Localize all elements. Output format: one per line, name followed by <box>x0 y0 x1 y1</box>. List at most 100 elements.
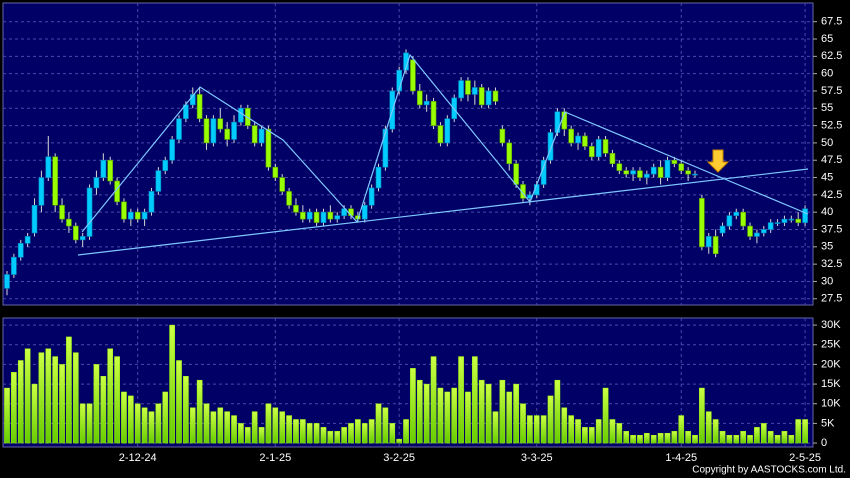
candle-down <box>224 128 230 140</box>
volume-bar <box>203 403 210 444</box>
volume-bar <box>595 419 602 444</box>
x-tick-label: 3-2-25 <box>383 452 415 464</box>
volume-bar <box>210 411 217 444</box>
candle-up <box>341 208 347 216</box>
candle-up <box>458 80 464 99</box>
y-tick-label: 30K <box>821 319 841 331</box>
volume-bar <box>451 387 458 444</box>
candle-down <box>251 125 258 144</box>
candle-down <box>327 211 334 220</box>
volume-bar <box>224 411 230 444</box>
candle-up <box>306 211 313 220</box>
candle-up <box>155 170 162 192</box>
candle-down <box>685 170 691 175</box>
candle-down <box>196 94 203 119</box>
y-tick-label: 35 <box>821 241 833 253</box>
candle-down <box>59 204 65 220</box>
y-tick-label: 60 <box>821 68 833 80</box>
y-tick-label: 55 <box>821 102 833 114</box>
candle-down <box>678 163 685 171</box>
zigzag-line <box>81 53 809 233</box>
candle-down <box>609 153 616 164</box>
volume-bar <box>52 356 58 444</box>
y-tick-label: 10K <box>821 398 841 410</box>
candle-up <box>210 118 217 144</box>
candle-up <box>705 236 712 248</box>
volume-bar <box>196 379 203 444</box>
candle-up <box>788 218 795 221</box>
candle-up <box>334 215 341 220</box>
volume-bar <box>244 427 251 444</box>
volume-bar <box>767 431 774 444</box>
volume-bar <box>561 407 568 444</box>
volume-bar <box>162 391 169 444</box>
volume-bar <box>66 336 72 444</box>
candle-up <box>485 90 492 106</box>
volume-bar <box>630 435 636 444</box>
candle-down <box>588 146 595 158</box>
volume-bar <box>375 403 382 444</box>
volume-bar <box>761 423 767 444</box>
volume-bar <box>637 435 643 444</box>
y-tick-label: 15K <box>821 378 841 390</box>
candle-up <box>86 187 93 237</box>
volume-bar <box>533 415 540 444</box>
volume-bar <box>472 356 478 444</box>
volume-bar <box>396 438 402 444</box>
candle-down <box>795 218 802 223</box>
volume-bar <box>417 379 423 444</box>
volume-bar <box>79 403 86 444</box>
candle-up <box>128 211 134 220</box>
y-tick-label: 20K <box>821 358 841 370</box>
candle-down <box>520 184 526 199</box>
volume-bar <box>17 360 24 444</box>
candle-up <box>93 177 100 189</box>
candle-up <box>17 243 24 258</box>
candle-down <box>286 191 292 206</box>
volume-bar <box>368 419 375 444</box>
candle-down <box>499 128 506 144</box>
candle-up <box>754 232 760 237</box>
candle-down <box>217 118 224 130</box>
volume-bar <box>664 433 671 444</box>
candle-up <box>368 187 375 206</box>
volume-bar <box>430 356 437 444</box>
volume-bar <box>114 356 120 444</box>
y-tick-label: 30 <box>821 275 833 287</box>
candle-down <box>107 159 113 182</box>
volume-bar <box>589 427 595 444</box>
candle-up <box>148 191 155 213</box>
candle-up <box>781 218 788 223</box>
candle-up <box>11 256 17 275</box>
y-tick-label: 62.5 <box>821 50 842 62</box>
candle-down <box>313 211 320 223</box>
volume-bar <box>644 433 650 444</box>
volume-bar <box>169 324 175 444</box>
candle-up <box>802 208 808 223</box>
volume-bar <box>293 419 299 444</box>
volume-bar <box>802 419 808 444</box>
candle-up <box>375 166 382 189</box>
candle-up <box>162 159 169 171</box>
volume-bar <box>458 356 464 444</box>
volume-bar <box>148 411 155 444</box>
candle-down <box>671 159 678 164</box>
candle-up <box>79 236 86 241</box>
volume-bar <box>121 391 127 444</box>
volume-bar <box>582 427 588 444</box>
candle-up <box>650 166 657 175</box>
candle-down <box>121 201 127 220</box>
candle-down <box>492 90 499 102</box>
candle-up <box>423 101 430 106</box>
volume-bar <box>423 383 430 444</box>
volume-bar <box>575 419 581 444</box>
candle-up <box>726 215 733 227</box>
y-tick-label: 67.5 <box>821 16 842 28</box>
volume-bar <box>348 423 354 444</box>
candle-down <box>712 236 719 255</box>
volume-bar <box>334 431 341 444</box>
volume-bar <box>527 415 533 444</box>
volume-bar <box>4 387 10 444</box>
